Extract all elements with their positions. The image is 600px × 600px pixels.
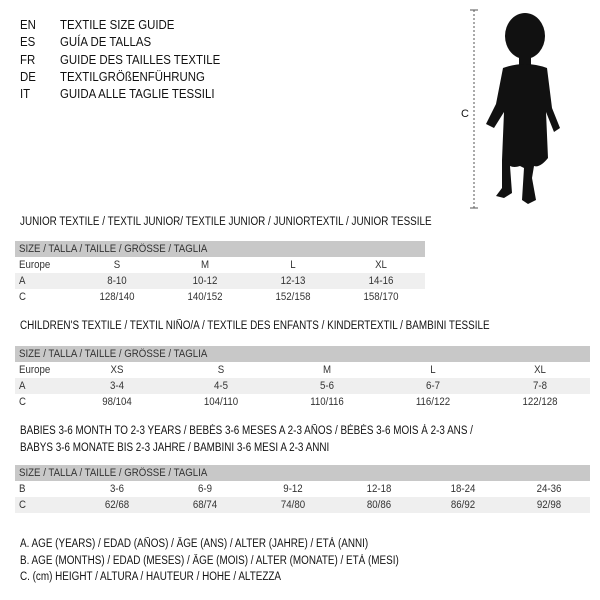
table-cell: L: [430, 364, 436, 376]
table-cell: 12-18: [366, 483, 392, 495]
table-cell: XL: [534, 364, 546, 376]
figure-height-label: C: [461, 108, 469, 120]
section-title: BABYS 3-6 MONATE BIS 2-3 JAHRE / BAMBINI…: [20, 442, 330, 454]
table-cell: 92/98: [536, 499, 562, 511]
table-cell: 152/158: [275, 291, 311, 303]
table-header-label: SIZE / TALLA / TAILLE / GRÖSSE / TAGLIA: [19, 348, 208, 360]
table-cell: 98/104: [102, 396, 132, 408]
guide-title: GUÍA DE TALLAS: [60, 34, 152, 50]
legend-item: B. AGE (MONTHS) / EDAD (MESES) / ÂGE (MO…: [20, 554, 399, 567]
table-cell: XS: [110, 364, 124, 376]
table-row: Europe XS S M L XL: [15, 362, 590, 378]
language-code: DE: [20, 68, 36, 84]
table-header-label: SIZE / TALLA / TAILLE / GRÖSSE / TAGLIA: [19, 467, 208, 479]
table-cell: 3-4: [110, 380, 124, 392]
size-table: SIZE / TALLA / TAILLE / GRÖSSE / TAGLIA E…: [15, 241, 425, 305]
table-cell: S: [113, 259, 121, 271]
section-title: JUNIOR TEXTILE / TEXTIL JUNIOR/ TEXTILE …: [20, 216, 432, 228]
table-header-row: SIZE / TALLA / TAILLE / GRÖSSE / TAGLIA: [15, 346, 590, 362]
section-title: BABIES 3-6 MONTH TO 2-3 YEARS / BEBÉS 3-…: [20, 425, 473, 437]
table-cell: 116/122: [415, 396, 451, 408]
table-cell: 3-6: [110, 483, 124, 495]
guide-title: GUIDE DES TAILLES TEXTILE: [60, 51, 221, 67]
guide-title: TEXTILE SIZE GUIDE: [60, 17, 175, 32]
table-cell: 6-7: [426, 380, 440, 392]
row-label: A: [19, 380, 26, 392]
table-cell: 86/92: [450, 499, 476, 511]
table-cell: M: [200, 259, 210, 271]
row-label: C: [19, 291, 26, 303]
table-cell: 24-36: [536, 483, 562, 495]
size-table: SIZE / TALLA / TAILLE / GRÖSSE / TAGLIA E…: [15, 346, 590, 410]
row-label: Europe: [19, 364, 51, 376]
table-row: C 128/140 140/152 152/158 158/170: [15, 289, 425, 305]
size-table: SIZE / TALLA / TAILLE / GRÖSSE / TAGLIA B…: [15, 465, 590, 513]
guide-title: TEXTILGRÖßENFÜHRUNG: [60, 68, 205, 84]
table-row: A 3-4 4-5 5-6 6-7 7-8: [15, 378, 590, 394]
table-cell: M: [322, 364, 332, 376]
language-code: IT: [20, 86, 31, 102]
row-label: C: [19, 396, 26, 408]
table-cell: 10-12: [192, 275, 218, 287]
legend-item: A. AGE (YEARS) / EDAD (AÑOS) / ÂGE (ANS)…: [20, 538, 369, 550]
table-cell: 7-8: [533, 380, 547, 392]
table-row: C 62/68 68/74 74/80 80/86 86/92 92/98: [15, 497, 590, 513]
table-cell: 12-13: [280, 275, 306, 287]
table-cell: XL: [375, 259, 387, 271]
row-label: B: [19, 483, 26, 495]
table-cell: 128/140: [99, 291, 135, 303]
table-cell: 122/128: [522, 396, 558, 408]
child-silhouette-icon: [470, 9, 560, 209]
table-cell: 80/86: [366, 499, 392, 511]
row-label: A: [19, 275, 26, 287]
table-cell: 110/116: [310, 396, 344, 408]
table-row: B 3-6 6-9 9-12 12-18 18-24 24-36: [15, 481, 590, 497]
legend-item: C. (cm) HEIGHT / ALTURA / HAUTEUR / HÖHE…: [20, 571, 282, 583]
row-label: Europe: [19, 259, 51, 271]
guide-title: GUIDA ALLE TAGLIE TESSILI: [60, 86, 215, 102]
table-cell: 9-12: [283, 483, 303, 495]
table-cell: 104/110: [203, 396, 239, 408]
table-cell: 5-6: [320, 380, 334, 392]
table-header-row: SIZE / TALLA / TAILLE / GRÖSSE / TAGLIA: [15, 465, 590, 481]
table-cell: 140/152: [187, 291, 223, 303]
table-row: Europe S M L XL: [15, 257, 425, 273]
table-cell: 18-24: [450, 483, 476, 495]
table-header-row: SIZE / TALLA / TAILLE / GRÖSSE / TAGLIA: [15, 241, 425, 257]
table-cell: 74/80: [280, 499, 306, 511]
section-title: CHILDREN'S TEXTILE / TEXTIL NIÑO/A / TEX…: [20, 320, 490, 332]
table-cell: L: [290, 259, 296, 271]
language-code: FR: [20, 51, 36, 67]
row-label: C: [19, 499, 26, 511]
table-cell: S: [217, 364, 225, 376]
table-cell: 14-16: [368, 275, 394, 287]
table-row: C 98/104 104/110 110/116 116/122 122/128: [15, 394, 590, 410]
language-code: ES: [20, 34, 36, 50]
table-cell: 62/68: [104, 499, 130, 511]
table-cell: 68/74: [192, 499, 218, 511]
table-header-label: SIZE / TALLA / TAILLE / GRÖSSE / TAGLIA: [19, 243, 208, 255]
table-cell: 158/170: [363, 291, 399, 303]
table-cell: 6-9: [198, 483, 212, 495]
table-row: A 8-10 10-12 12-13 14-16: [15, 273, 425, 289]
table-cell: 8-10: [107, 275, 127, 287]
language-code: EN: [20, 17, 36, 32]
table-cell: 4-5: [214, 380, 228, 392]
